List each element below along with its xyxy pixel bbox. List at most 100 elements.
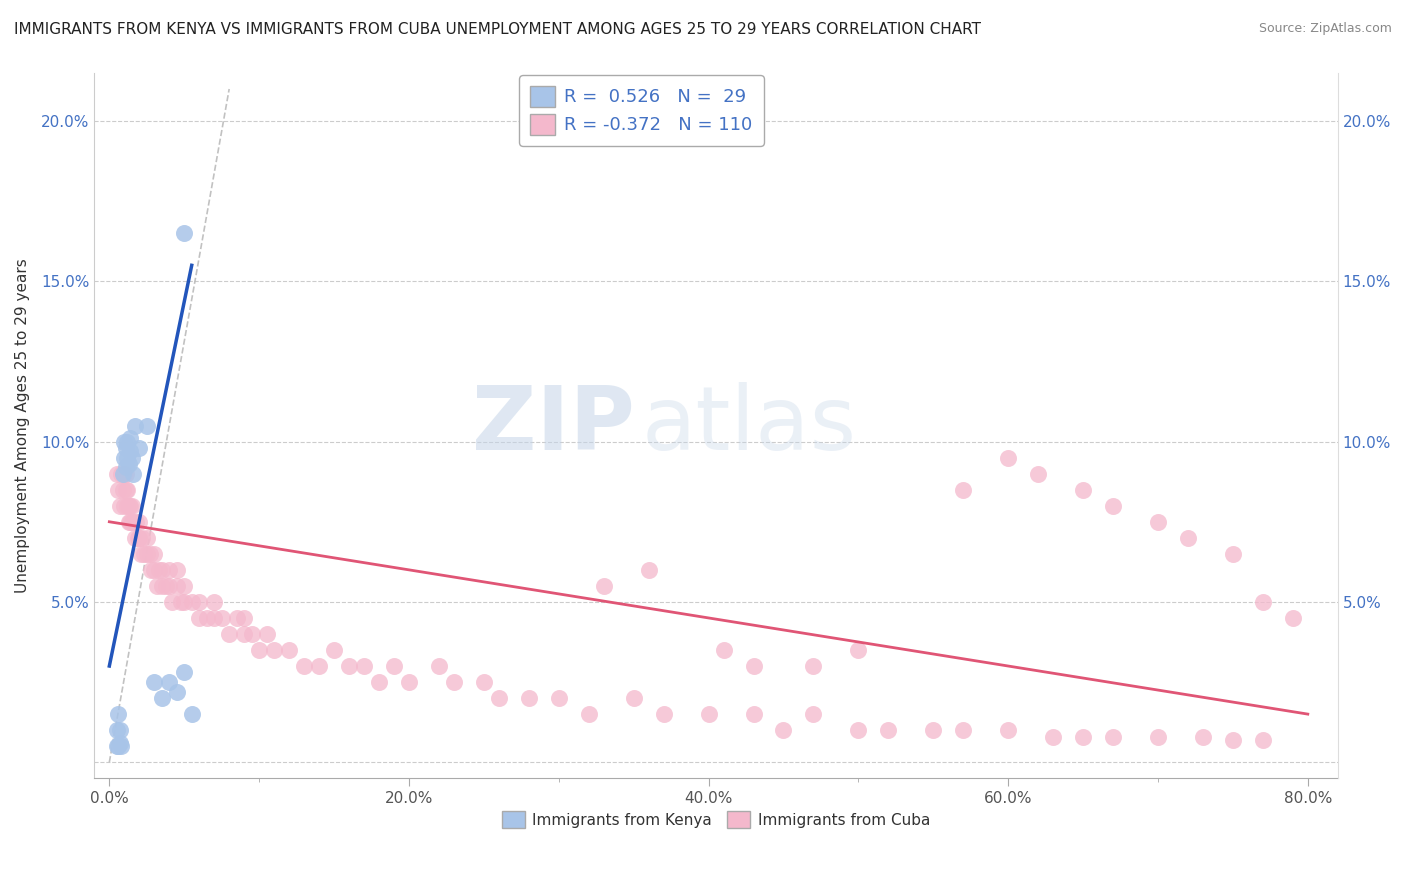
Point	[202, 595, 225, 609]
Point	[112, 467, 135, 481]
Point	[1147, 730, 1170, 744]
Point	[122, 515, 145, 529]
Point	[353, 659, 375, 673]
Point	[162, 595, 184, 609]
Point	[121, 450, 143, 465]
Point	[112, 499, 135, 513]
Point	[110, 467, 132, 481]
Point	[180, 595, 202, 609]
Point	[382, 659, 405, 673]
Point	[117, 434, 139, 449]
Point	[803, 707, 825, 722]
Point	[166, 579, 188, 593]
Point	[150, 579, 173, 593]
Point	[173, 579, 195, 593]
Text: Source: ZipAtlas.com: Source: ZipAtlas.com	[1258, 22, 1392, 36]
Point	[202, 611, 225, 625]
Point	[1222, 547, 1244, 561]
Point	[637, 563, 659, 577]
Point	[997, 450, 1019, 465]
Point	[110, 739, 132, 754]
Point	[1026, 467, 1049, 481]
Point	[124, 418, 146, 433]
Point	[148, 563, 170, 577]
Point	[427, 659, 450, 673]
Point	[120, 432, 142, 446]
Text: ZIP: ZIP	[472, 382, 636, 469]
Point	[578, 707, 600, 722]
Point	[107, 483, 129, 497]
Point	[128, 515, 150, 529]
Point	[135, 547, 157, 561]
Point	[877, 723, 900, 738]
Point	[118, 457, 141, 471]
Point	[117, 450, 139, 465]
Point	[117, 483, 139, 497]
Point	[139, 547, 162, 561]
Point	[713, 643, 735, 657]
Point	[233, 611, 256, 625]
Point	[170, 595, 193, 609]
Point	[114, 441, 136, 455]
Point	[1282, 611, 1305, 625]
Point	[128, 531, 150, 545]
Point	[922, 723, 945, 738]
Point	[256, 627, 278, 641]
Legend: Immigrants from Kenya, Immigrants from Cuba: Immigrants from Kenya, Immigrants from C…	[496, 805, 936, 834]
Point	[155, 579, 177, 593]
Y-axis label: Unemployment Among Ages 25 to 29 years: Unemployment Among Ages 25 to 29 years	[15, 258, 30, 593]
Point	[131, 531, 153, 545]
Point	[105, 467, 128, 481]
Point	[129, 547, 152, 561]
Text: IMMIGRANTS FROM KENYA VS IMMIGRANTS FROM CUBA UNEMPLOYMENT AMONG AGES 25 TO 29 Y: IMMIGRANTS FROM KENYA VS IMMIGRANTS FROM…	[14, 22, 981, 37]
Point	[188, 611, 211, 625]
Point	[166, 563, 188, 577]
Point	[848, 723, 870, 738]
Point	[1251, 732, 1274, 747]
Point	[592, 579, 614, 593]
Point	[488, 691, 510, 706]
Point	[111, 467, 134, 481]
Point	[1192, 730, 1215, 744]
Point	[117, 499, 139, 513]
Point	[108, 499, 131, 513]
Point	[1222, 732, 1244, 747]
Point	[121, 515, 143, 529]
Point	[114, 467, 136, 481]
Point	[112, 434, 135, 449]
Point	[111, 483, 134, 497]
Point	[211, 611, 233, 625]
Point	[218, 627, 240, 641]
Point	[997, 723, 1019, 738]
Point	[105, 739, 128, 754]
Point	[141, 563, 163, 577]
Point	[127, 531, 149, 545]
Point	[132, 547, 155, 561]
Point	[157, 675, 180, 690]
Point	[120, 444, 142, 458]
Point	[1147, 515, 1170, 529]
Point	[105, 723, 128, 738]
Point	[143, 675, 166, 690]
Point	[652, 707, 675, 722]
Point	[472, 675, 495, 690]
Point	[108, 723, 131, 738]
Point	[1042, 730, 1064, 744]
Point	[195, 611, 218, 625]
Point	[225, 611, 247, 625]
Point	[368, 675, 391, 690]
Point	[150, 563, 173, 577]
Point	[292, 659, 315, 673]
Point	[1102, 730, 1125, 744]
Point	[173, 227, 195, 241]
Point	[623, 691, 645, 706]
Point	[114, 483, 136, 497]
Point	[772, 723, 794, 738]
Point	[240, 627, 263, 641]
Point	[108, 736, 131, 750]
Point	[121, 499, 143, 513]
Point	[1102, 499, 1125, 513]
Point	[742, 659, 765, 673]
Point	[803, 659, 825, 673]
Point	[157, 579, 180, 593]
